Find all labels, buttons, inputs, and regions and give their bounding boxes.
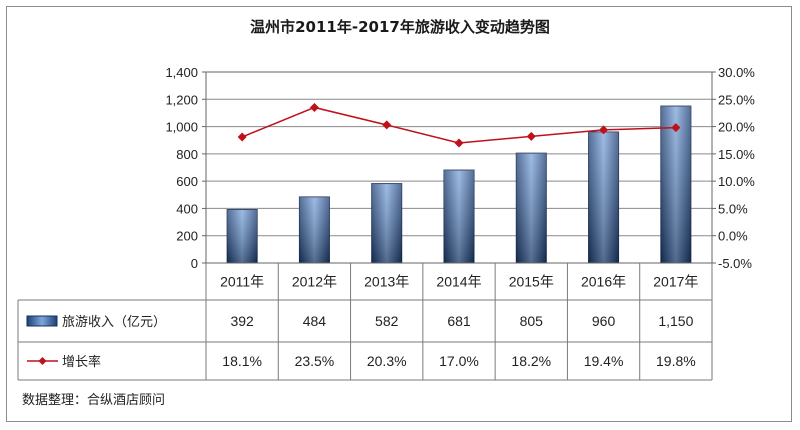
category-label: 2012年 — [292, 274, 337, 290]
bar-value-label: 805 — [520, 313, 544, 329]
y-right-tick-label: 10.0% — [718, 174, 755, 189]
line-point — [382, 120, 392, 130]
y-left-tick-label: 1,000 — [165, 120, 198, 135]
bar-shade — [371, 183, 402, 263]
y-left-tick-label: 400 — [176, 201, 198, 216]
plot-area — [205, 71, 713, 264]
bar-value-label: 484 — [303, 313, 327, 329]
category-label: 2013年 — [364, 274, 409, 290]
line-point — [309, 102, 319, 112]
category-label: 2014年 — [436, 274, 481, 290]
y-right-tick-label: -5.0% — [718, 256, 752, 271]
bar-shade — [444, 170, 474, 263]
line-point — [454, 138, 464, 148]
bar-shade — [660, 106, 691, 263]
bar-shade — [588, 132, 619, 263]
legend-line-label: 增长率 — [62, 354, 101, 370]
y-left-tick-label: 1,400 — [165, 65, 198, 80]
y-left-tick-label: 600 — [176, 174, 198, 189]
category-label: 2016年 — [581, 274, 626, 290]
category-label: 2015年 — [509, 274, 554, 290]
line-value-label: 18.1% — [222, 353, 262, 369]
line-point — [237, 132, 247, 142]
bar-value-label: 1,150 — [658, 313, 693, 329]
y-right-tick-label: 0.0% — [718, 229, 748, 244]
line-value-label: 23.5% — [295, 353, 335, 369]
legend-bar-label: 旅游收入（亿元） — [62, 315, 166, 330]
category-label: 2011年 — [220, 274, 264, 290]
source-note: 数据整理：合纵酒店顾问 — [22, 393, 166, 408]
y-left-tick-label: 1,200 — [165, 92, 198, 107]
chart-title: 温州市2011年-2017年旅游收入变动趋势图 — [250, 18, 550, 36]
y-right-tick-label: 20.0% — [718, 120, 755, 135]
line-point — [526, 131, 536, 141]
bar-shade — [227, 209, 258, 263]
y-right-tick-label: 5.0% — [718, 201, 748, 216]
line-value-label: 19.4% — [584, 353, 624, 369]
y-right-tick-label: 25.0% — [718, 92, 755, 107]
y-left-tick-label: 0 — [191, 256, 198, 271]
line-value-label: 19.8% — [656, 353, 696, 369]
line-value-label: 17.0% — [439, 353, 479, 369]
bar-value-label: 392 — [230, 313, 254, 329]
data-table: 2011年 2012年 2013年 2014年 2015年 2016年 2017年旅游收入（… — [17, 263, 713, 381]
bar-value-label: 681 — [447, 313, 471, 329]
legend-line-marker — [38, 357, 47, 365]
line-point — [671, 123, 681, 133]
line-value-label: 20.3% — [367, 353, 407, 369]
line-value-label: 18.2% — [511, 353, 551, 369]
bar-value-label: 582 — [375, 313, 399, 329]
line-point — [599, 125, 609, 135]
y-left-tick-label: 200 — [176, 229, 198, 244]
bar-shade — [299, 196, 330, 263]
bar-shade — [516, 153, 547, 263]
bar-value-label: 960 — [592, 313, 616, 329]
axes: 0 200 400 600 800 1,000 1,200 1,400 -5.0% 0.0% 5.0… — [165, 65, 755, 271]
line-series — [237, 102, 681, 148]
y-right-tick-label: 15.0% — [718, 147, 755, 162]
y-right-tick-label: 30.0% — [718, 65, 755, 80]
y-left-tick-label: 800 — [176, 147, 198, 162]
category-label: 2017年 — [653, 274, 698, 290]
legend-bar-swatch — [26, 315, 58, 327]
